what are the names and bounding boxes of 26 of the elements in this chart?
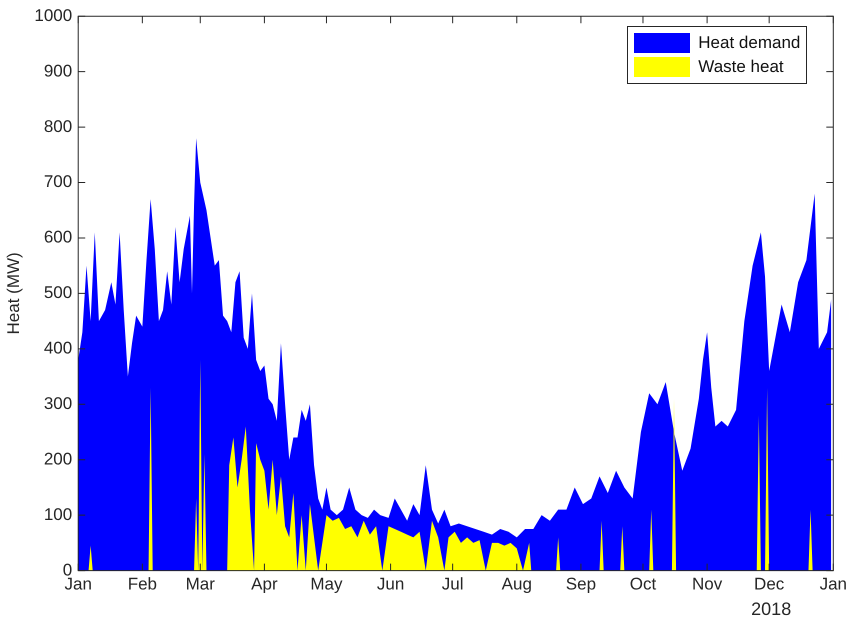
- legend-label: Heat demand: [698, 33, 800, 54]
- x-tick-label: Nov: [692, 574, 723, 594]
- y-tick-label: 700: [44, 172, 72, 192]
- x-tick-label: Jan: [820, 574, 848, 594]
- x-tick-label: Dec: [754, 574, 785, 594]
- y-tick-label: 900: [44, 61, 72, 80]
- y-tick-label: 400: [44, 338, 72, 358]
- x-tick-label: Apr: [251, 574, 278, 594]
- legend-label: Waste heat: [698, 57, 784, 78]
- x-tick-label: Oct: [630, 574, 656, 594]
- x-tick-label: Sep: [566, 574, 596, 594]
- x-tick-label: Aug: [502, 574, 532, 594]
- y-tick-label: 600: [44, 228, 72, 247]
- y-tick-label: 100: [44, 504, 72, 524]
- x-tick-label: Jun: [376, 574, 404, 594]
- x-tick-label: Jul: [442, 574, 464, 594]
- y-tick-label: 800: [44, 116, 72, 136]
- y-tick-label: 1000: [34, 6, 72, 25]
- y-axis-title: Heat (MW): [4, 252, 23, 334]
- x-tick-label: Feb: [128, 574, 157, 594]
- x-tick-label: May: [310, 574, 344, 594]
- y-tick-label: 200: [44, 449, 72, 468]
- y-tick-label: 500: [44, 283, 72, 302]
- y-tick-label: 300: [44, 394, 72, 413]
- text: 2018: [751, 598, 792, 620]
- x-tick-label: Mar: [186, 574, 216, 594]
